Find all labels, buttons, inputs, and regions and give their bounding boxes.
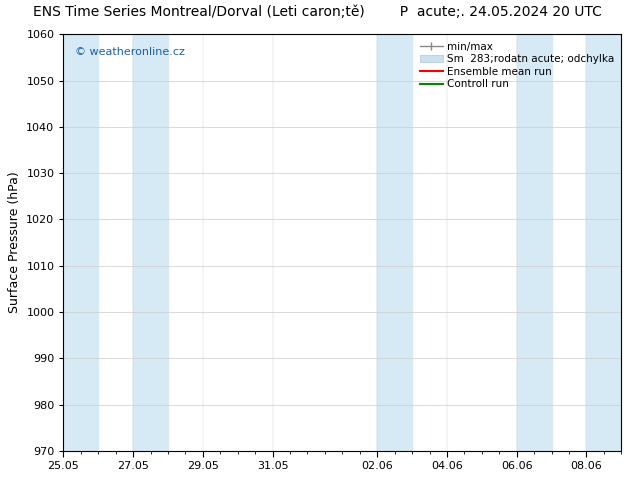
Bar: [133, 34, 168, 451]
Text: ENS Time Series Montreal/Dorval (Leti caron;tě)        P  acute;. 24.05.2024 20 : ENS Time Series Montreal/Dorval (Leti ca…: [32, 5, 602, 19]
Text: © weatheronline.cz: © weatheronline.cz: [75, 47, 184, 57]
Bar: [63, 34, 98, 451]
Bar: [517, 34, 552, 451]
Bar: [377, 34, 412, 451]
Legend: min/max, Sm  283;rodatn acute; odchylka, Ensemble mean run, Controll run: min/max, Sm 283;rodatn acute; odchylka, …: [418, 40, 616, 92]
Y-axis label: Surface Pressure (hPa): Surface Pressure (hPa): [8, 172, 21, 314]
Bar: [586, 34, 621, 451]
